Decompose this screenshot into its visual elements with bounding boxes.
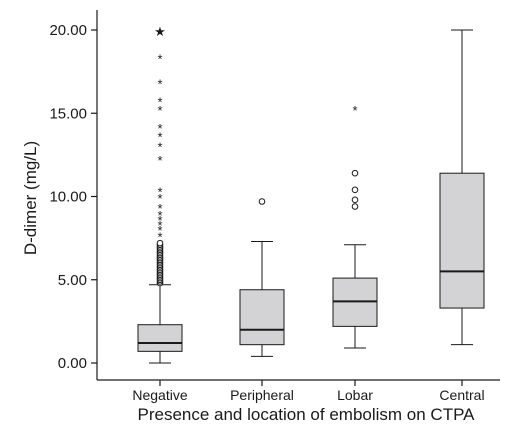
outlier-star: * (352, 103, 357, 118)
outlier-star: * (157, 218, 162, 233)
y-axis-title: D-dimer (mg/L) (21, 141, 40, 255)
outlier-star: * (157, 103, 162, 118)
iqr-box (239, 289, 285, 346)
outlier-star: * (157, 153, 162, 168)
outlier-circle (258, 198, 266, 205)
outlier-star: * (157, 213, 162, 228)
outlier-star: ★ (154, 24, 166, 39)
box-central (439, 29, 485, 346)
x-tick-label: Peripheral (230, 387, 294, 403)
boxes: ****************★* (137, 24, 485, 364)
box-negative: ****************★ (137, 24, 183, 364)
outlier-star: * (157, 201, 162, 216)
outlier-circle (351, 186, 359, 194)
outlier-star: * (157, 140, 162, 155)
outlier-circle (351, 203, 359, 210)
outlier-star: * (157, 51, 162, 66)
outlier-star: * (157, 208, 162, 223)
outlier-circle (351, 196, 359, 204)
y-ticks: 0.00 5.00 10.00 15.00 20.00 (49, 22, 97, 372)
y-tick-label: 10.00 (49, 189, 87, 206)
x-ticks: Negative Peripheral Lobar Central (132, 380, 485, 403)
axes (96, 10, 500, 381)
x-tick-label: Central (439, 387, 484, 403)
outlier-star: * (157, 229, 162, 244)
y-tick-label: 15.00 (49, 105, 87, 122)
outlier-star: * (157, 95, 162, 110)
x-tick-label: Negative (132, 387, 187, 403)
outlier-circle (351, 169, 359, 177)
iqr-box (439, 172, 485, 309)
iqr-box (137, 324, 183, 352)
x-axis-title: Presence and location of embolism on CTP… (137, 405, 475, 424)
outlier-star: * (157, 191, 162, 206)
y-tick-label: 5.00 (58, 272, 87, 289)
y-tick-label: 0.00 (58, 355, 87, 372)
outlier-star: * (157, 130, 162, 145)
outlier-star: * (157, 76, 162, 91)
y-tick-label: 20.00 (49, 22, 87, 39)
outlier-star: * (157, 121, 162, 136)
outlier-star: * (157, 223, 162, 238)
box-peripheral (239, 198, 285, 357)
outlier-star: * (157, 185, 162, 200)
x-tick-label: Lobar (337, 387, 373, 403)
outlier-circle (156, 239, 164, 247)
box-lobar: * (332, 103, 378, 349)
